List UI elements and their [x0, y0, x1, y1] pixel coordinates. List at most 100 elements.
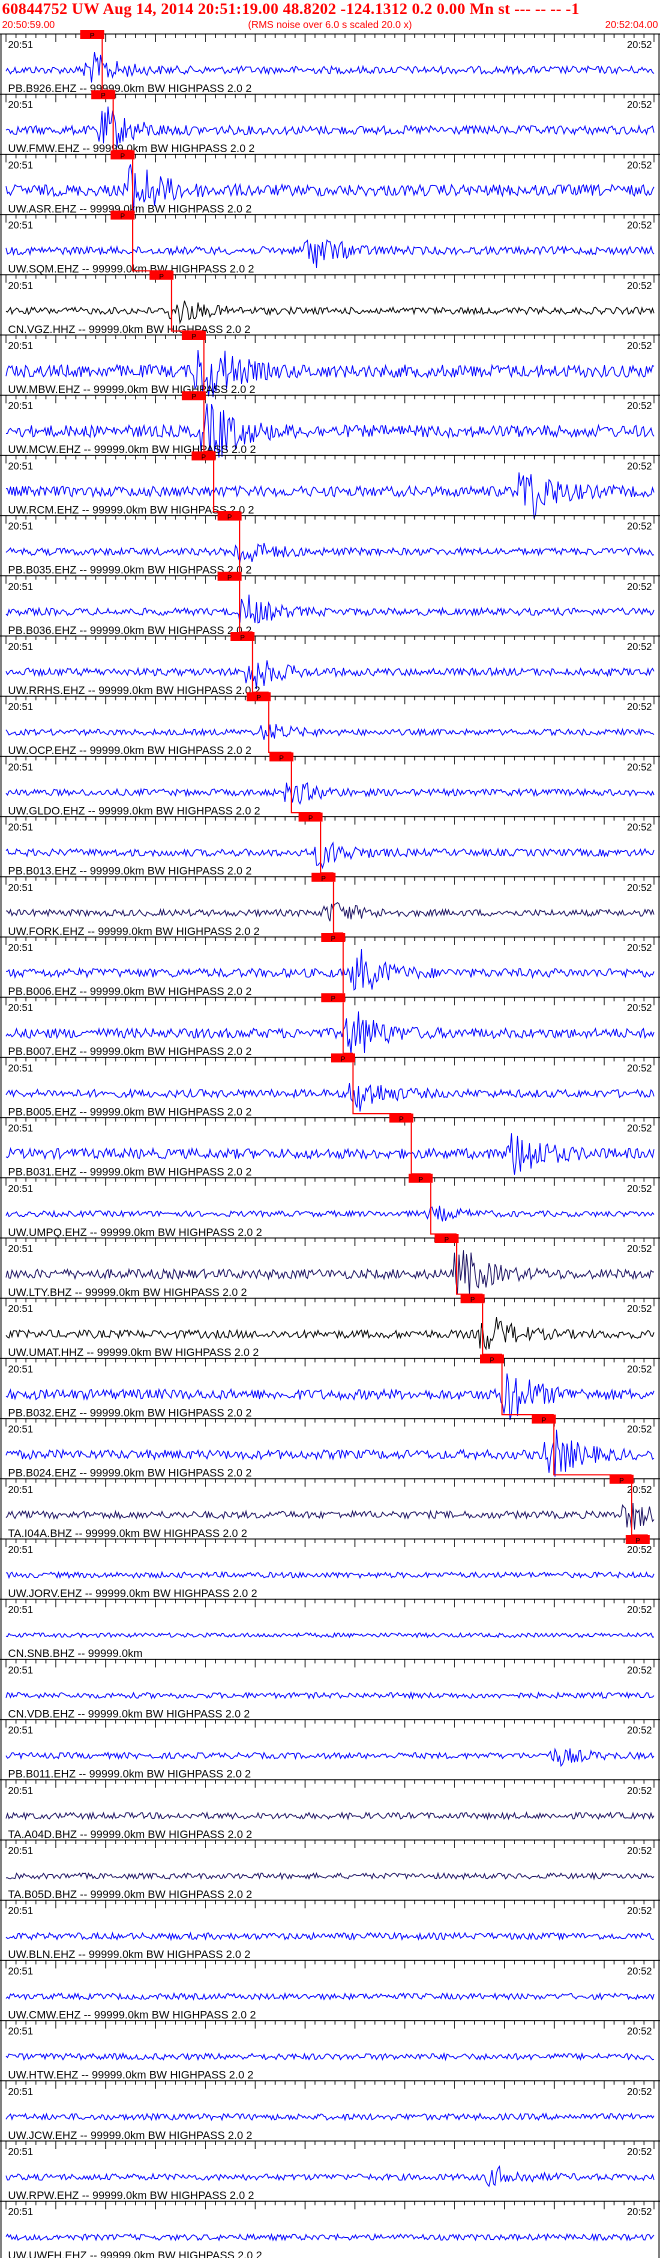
waveform-trace — [5, 1631, 655, 1639]
station-label: PB.B032.EHZ -- 99999.0km BW HIGHPASS 2.0… — [8, 1407, 252, 1419]
trace-time-left: 20:51 — [8, 100, 33, 111]
station-label: UW.UWFH.EHZ -- 99999.0km BW HIGHPASS 2.0… — [8, 2250, 262, 2258]
phase-pick-box — [110, 150, 135, 160]
trace-time-left: 20:51 — [8, 1364, 33, 1375]
moveout-line — [239, 580, 253, 633]
trace-time-right: 20:52 — [627, 1786, 652, 1797]
trace-time-left: 20:51 — [8, 461, 33, 472]
station-label: UW.RCM.EHZ -- 99999.0km BW HIGHPASS 2.0 … — [8, 504, 254, 516]
waveform-trace — [5, 106, 655, 148]
station-label: UW.JCW.EHZ -- 99999.0km BW HIGHPASS 2.0 … — [8, 2130, 252, 2142]
phase-pick-label: P — [490, 1357, 495, 1364]
waveform-trace — [5, 660, 655, 689]
trace-time-right: 20:52 — [627, 1124, 652, 1135]
moveout-line — [320, 821, 334, 874]
phase-pick-box — [408, 1173, 433, 1183]
waveform-trace — [5, 2232, 655, 2242]
moveout-line — [342, 1002, 353, 1055]
trace-time-right: 20:52 — [627, 281, 652, 292]
station-label: CN.VGZ.HHZ -- 99999.0km BW HIGHPASS 2.0 … — [8, 324, 250, 336]
waveform-trace — [5, 1931, 655, 1942]
moveout-line — [112, 99, 133, 151]
phase-pick-box — [298, 812, 323, 822]
trace-time-right: 20:52 — [627, 2027, 652, 2038]
phase-pick-label: P — [101, 93, 106, 100]
waveform-trace — [5, 1316, 655, 1351]
waveform-trace — [5, 1570, 655, 1580]
trace-time-right: 20:52 — [627, 582, 652, 593]
station-label: UW.BLN.EHZ -- 99999.0km BW HIGHPASS 2.0 … — [8, 1949, 250, 1961]
station-label: UW.SQM.EHZ -- 99999.0km BW HIGHPASS 2.0 … — [8, 264, 254, 276]
trace-time-right: 20:52 — [627, 1605, 652, 1616]
trace-time-right: 20:52 — [627, 2207, 652, 2218]
trace-time-right: 20:52 — [627, 100, 652, 111]
trace-time-left: 20:51 — [8, 40, 33, 51]
station-label: PB.B036.EHZ -- 99999.0km BW HIGHPASS 2.0… — [8, 625, 252, 637]
trace-time-right: 20:52 — [627, 1966, 652, 1977]
station-label: UW.RRHS.EHZ -- 99999.0km BW HIGHPASS 2.0… — [8, 685, 260, 697]
waveform-trace — [5, 1811, 655, 1821]
station-label: UW.RPW.EHZ -- 99999.0km BW HIGHPASS 2.0 … — [8, 2190, 254, 2202]
window-start-time: 20:50:59.00 — [2, 20, 55, 31]
phase-pick-label: P — [192, 334, 197, 341]
phase-pick-box — [181, 331, 206, 340]
trace-time-left: 20:51 — [8, 582, 33, 593]
waveform-trace — [5, 1250, 654, 1295]
waveform-trace — [5, 1691, 655, 1700]
event-title: 60844752 UW Aug 14, 2014 20:51:19.00 48.… — [2, 1, 580, 18]
station-label: PB.B013.EHZ -- 99999.0km BW HIGHPASS 2.0… — [8, 866, 252, 878]
phase-pick-label: P — [256, 695, 261, 702]
trace-time-right: 20:52 — [627, 1906, 652, 1917]
moveout-line — [482, 1303, 502, 1356]
phase-pick-box — [480, 1354, 504, 1364]
waveform-trace — [5, 349, 655, 398]
trace-time-right: 20:52 — [627, 943, 652, 954]
waveform-trace — [5, 1373, 655, 1421]
phase-pick-box — [191, 451, 216, 461]
station-label: TA.A04D.BHZ -- 99999.0km BW HIGHPASS 2.0… — [8, 1829, 252, 1841]
trace-time-right: 20:52 — [627, 1485, 652, 1496]
trace-time-left: 20:51 — [8, 2207, 33, 2218]
trace-time-left: 20:51 — [8, 1605, 33, 1616]
station-label: UW.MCW.EHZ -- 99999.0km BW HIGHPASS 2.0 … — [8, 444, 256, 456]
trace-time-left: 20:51 — [8, 1966, 33, 1977]
phase-pick-box — [217, 511, 242, 521]
trace-time-left: 20:51 — [8, 762, 33, 773]
moveout-line — [553, 1423, 632, 1476]
phase-pick-box — [246, 692, 271, 702]
trace-time-left: 20:51 — [8, 1244, 33, 1255]
phase-pick-box — [110, 210, 135, 220]
trace-time-left: 20:51 — [8, 1063, 33, 1074]
trace-time-left: 20:51 — [8, 2147, 33, 2158]
waveform-trace — [5, 1133, 655, 1175]
station-label: UW.LTY.BHZ -- 99999.0km BW HIGHPASS 2.0 … — [8, 1287, 247, 1299]
station-label: PB.B011.EHZ -- 99999.0km BW HIGHPASS 2.0… — [8, 1769, 251, 1781]
station-label: UW.UMPQ.EHZ -- 99999.0km BW HIGHPASS 2.0… — [8, 1227, 262, 1239]
trace-time-left: 20:51 — [8, 1124, 33, 1135]
trace-time-right: 20:52 — [627, 702, 652, 713]
trace-time-right: 20:52 — [627, 2147, 652, 2158]
trace-time-left: 20:51 — [8, 1304, 33, 1315]
station-label: PB.B031.EHZ -- 99999.0km BW HIGHPASS 2.0… — [8, 1167, 252, 1179]
waveform-trace — [5, 1991, 655, 2001]
station-label: PB.B007.EHZ -- 99999.0km BW HIGHPASS 2.0… — [8, 1046, 252, 1058]
moveout-line — [251, 641, 269, 693]
station-label: PB.B926.EHZ -- 99999.0km BW HIGHPASS 2.0… — [8, 83, 252, 95]
station-label: UW.OCP.EHZ -- 99999.0km BW HIGHPASS 2.0 … — [8, 745, 252, 757]
trace-time-right: 20:52 — [627, 1304, 652, 1315]
station-label: UW.MBW.EHZ -- 99999.0km BW HIGHPASS 2.0 … — [8, 384, 255, 396]
waveform-trace — [5, 782, 655, 805]
trace-time-right: 20:52 — [627, 1846, 652, 1857]
moveout-line — [101, 39, 114, 91]
moveout-line — [132, 219, 172, 272]
trace-time-left: 20:51 — [8, 1485, 33, 1496]
waveform-trace — [5, 1083, 655, 1112]
trace-time-right: 20:52 — [627, 762, 652, 773]
trace-time-right: 20:52 — [627, 1665, 652, 1676]
trace-time-right: 20:52 — [627, 2087, 652, 2098]
station-label: UW.UMAT.HHZ -- 99999.0km BW HIGHPASS 2.0… — [8, 1347, 259, 1359]
trace-time-right: 20:52 — [627, 40, 652, 51]
moveout-line — [213, 460, 240, 513]
station-label: CN.VDB.EHZ -- 99999.0km BW HIGHPASS 2.0 … — [8, 1708, 250, 1720]
